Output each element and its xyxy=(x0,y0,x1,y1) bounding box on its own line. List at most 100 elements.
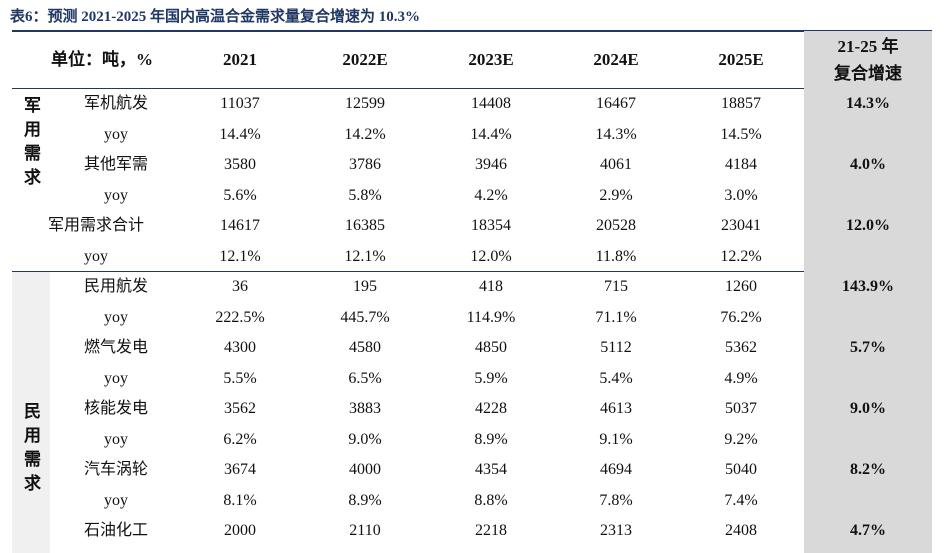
row-label: 核能发电 xyxy=(83,400,148,418)
value-cell: 5362 xyxy=(725,339,757,357)
value-cell: 8.1% xyxy=(223,491,257,509)
value-cell: 195 xyxy=(353,278,377,296)
value-cell: 71.1% xyxy=(595,308,637,326)
value-cell: 8.8% xyxy=(474,491,508,509)
cagr-cell: 8.2% xyxy=(850,461,886,479)
value-cell: 4184 xyxy=(725,156,757,174)
value-cell: 4694 xyxy=(600,461,632,479)
group-label-civil: 民用需求 xyxy=(21,402,40,498)
value-cell: 14.4% xyxy=(219,125,261,143)
row-label: yoy xyxy=(104,430,128,448)
value-cell: 14.2% xyxy=(344,125,386,143)
value-cell: 3883 xyxy=(349,400,381,418)
value-cell: 4580 xyxy=(349,339,381,357)
header-year-2025e: 2025E xyxy=(718,49,764,69)
header-year-2023e: 2023E xyxy=(468,49,514,69)
value-cell: 715 xyxy=(604,278,628,296)
cagr-cell: 12.0% xyxy=(846,217,890,235)
value-cell: 18354 xyxy=(471,217,511,235)
value-cell: 14.5% xyxy=(720,125,762,143)
header-rule xyxy=(12,88,932,89)
value-cell: 1260 xyxy=(725,278,757,296)
value-cell: 4228 xyxy=(475,400,507,418)
value-cell: 5.8% xyxy=(348,186,382,204)
row-label: 军用需求合计 xyxy=(47,217,144,235)
value-cell: 20528 xyxy=(596,217,636,235)
table-caption: 表6：预测 2021-2025 年国内高温合金需求量复合增速为 10.3% xyxy=(10,9,420,25)
cagr-cell: 14.3% xyxy=(846,95,890,113)
value-cell: 5.5% xyxy=(223,369,257,387)
value-cell: 7.8% xyxy=(599,491,633,509)
row-label: yoy xyxy=(104,491,128,509)
cagr-cell: 5.7% xyxy=(850,339,886,357)
value-cell: 4850 xyxy=(475,339,507,357)
value-cell: 12.2% xyxy=(720,247,762,265)
value-cell: 12.0% xyxy=(470,247,512,265)
value-cell: 11037 xyxy=(220,95,260,113)
value-cell: 12599 xyxy=(345,95,385,113)
header-year-2024e: 2024E xyxy=(593,49,639,69)
row-label: 其他军需 xyxy=(83,156,148,174)
row-label: yoy xyxy=(104,308,128,326)
header-unit: 单位：吨，% xyxy=(51,49,153,69)
value-cell: 16467 xyxy=(596,95,636,113)
top-rule xyxy=(12,30,932,32)
value-cell: 4354 xyxy=(475,461,507,479)
value-cell: 114.9% xyxy=(466,308,516,326)
row-label: yoy xyxy=(104,125,128,143)
header-year-2021: 2021 xyxy=(223,49,257,69)
row-label: yoy xyxy=(104,186,128,204)
value-cell: 4.2% xyxy=(474,186,508,204)
value-cell: 12.1% xyxy=(344,247,386,265)
row-label: 燃气发电 xyxy=(83,339,148,357)
value-cell: 5037 xyxy=(725,400,757,418)
value-cell: 14.3% xyxy=(595,125,637,143)
value-cell: 3580 xyxy=(224,156,256,174)
value-cell: 9.1% xyxy=(599,430,633,448)
value-cell: 8.9% xyxy=(474,430,508,448)
value-cell: 14617 xyxy=(220,217,260,235)
value-cell: 445.7% xyxy=(340,308,390,326)
cagr-cell xyxy=(804,181,932,212)
cagr-cell: 4.0% xyxy=(850,156,886,174)
row-label: yoy xyxy=(104,369,128,387)
value-cell: 5.9% xyxy=(474,369,508,387)
civil-group-shading xyxy=(12,272,50,553)
value-cell: 5040 xyxy=(725,461,757,479)
value-cell: 14408 xyxy=(471,95,511,113)
value-cell: 36 xyxy=(232,278,248,296)
value-cell: 23041 xyxy=(721,217,761,235)
value-cell: 3.0% xyxy=(724,186,758,204)
header-cagr-line2: 复合增速 xyxy=(834,63,902,83)
value-cell: 4300 xyxy=(224,339,256,357)
cagr-cell xyxy=(804,303,932,334)
cagr-cell xyxy=(804,364,932,395)
cagr-cell xyxy=(804,425,932,456)
cagr-cell: 9.0% xyxy=(850,400,886,418)
group-label-military: 军用需求 xyxy=(21,96,40,192)
value-cell: 5112 xyxy=(600,339,632,357)
value-cell: 12.1% xyxy=(219,247,261,265)
value-cell: 5.4% xyxy=(599,369,633,387)
value-cell: 8.9% xyxy=(348,491,382,509)
value-cell: 4061 xyxy=(600,156,632,174)
cagr-cell xyxy=(804,486,932,517)
value-cell: 11.8% xyxy=(595,247,637,265)
row-label: 军机航发 xyxy=(83,95,148,113)
value-cell: 5.6% xyxy=(223,186,257,204)
row-label: 汽车涡轮 xyxy=(83,461,148,479)
cagr-cell xyxy=(804,242,932,273)
header-cagr-line1: 21-25 年 xyxy=(837,36,899,56)
value-cell: 7.4% xyxy=(724,491,758,509)
row-label: 民用航发 xyxy=(83,278,148,296)
value-cell: 2218 xyxy=(475,522,507,540)
row-label: 石油化工 xyxy=(83,522,148,540)
value-cell: 4000 xyxy=(349,461,381,479)
value-cell: 2.9% xyxy=(599,186,633,204)
value-cell: 2000 xyxy=(224,522,256,540)
value-cell: 6.5% xyxy=(348,369,382,387)
row-label: yoy xyxy=(84,247,108,265)
value-cell: 16385 xyxy=(345,217,385,235)
value-cell: 9.2% xyxy=(724,430,758,448)
value-cell: 4613 xyxy=(600,400,632,418)
